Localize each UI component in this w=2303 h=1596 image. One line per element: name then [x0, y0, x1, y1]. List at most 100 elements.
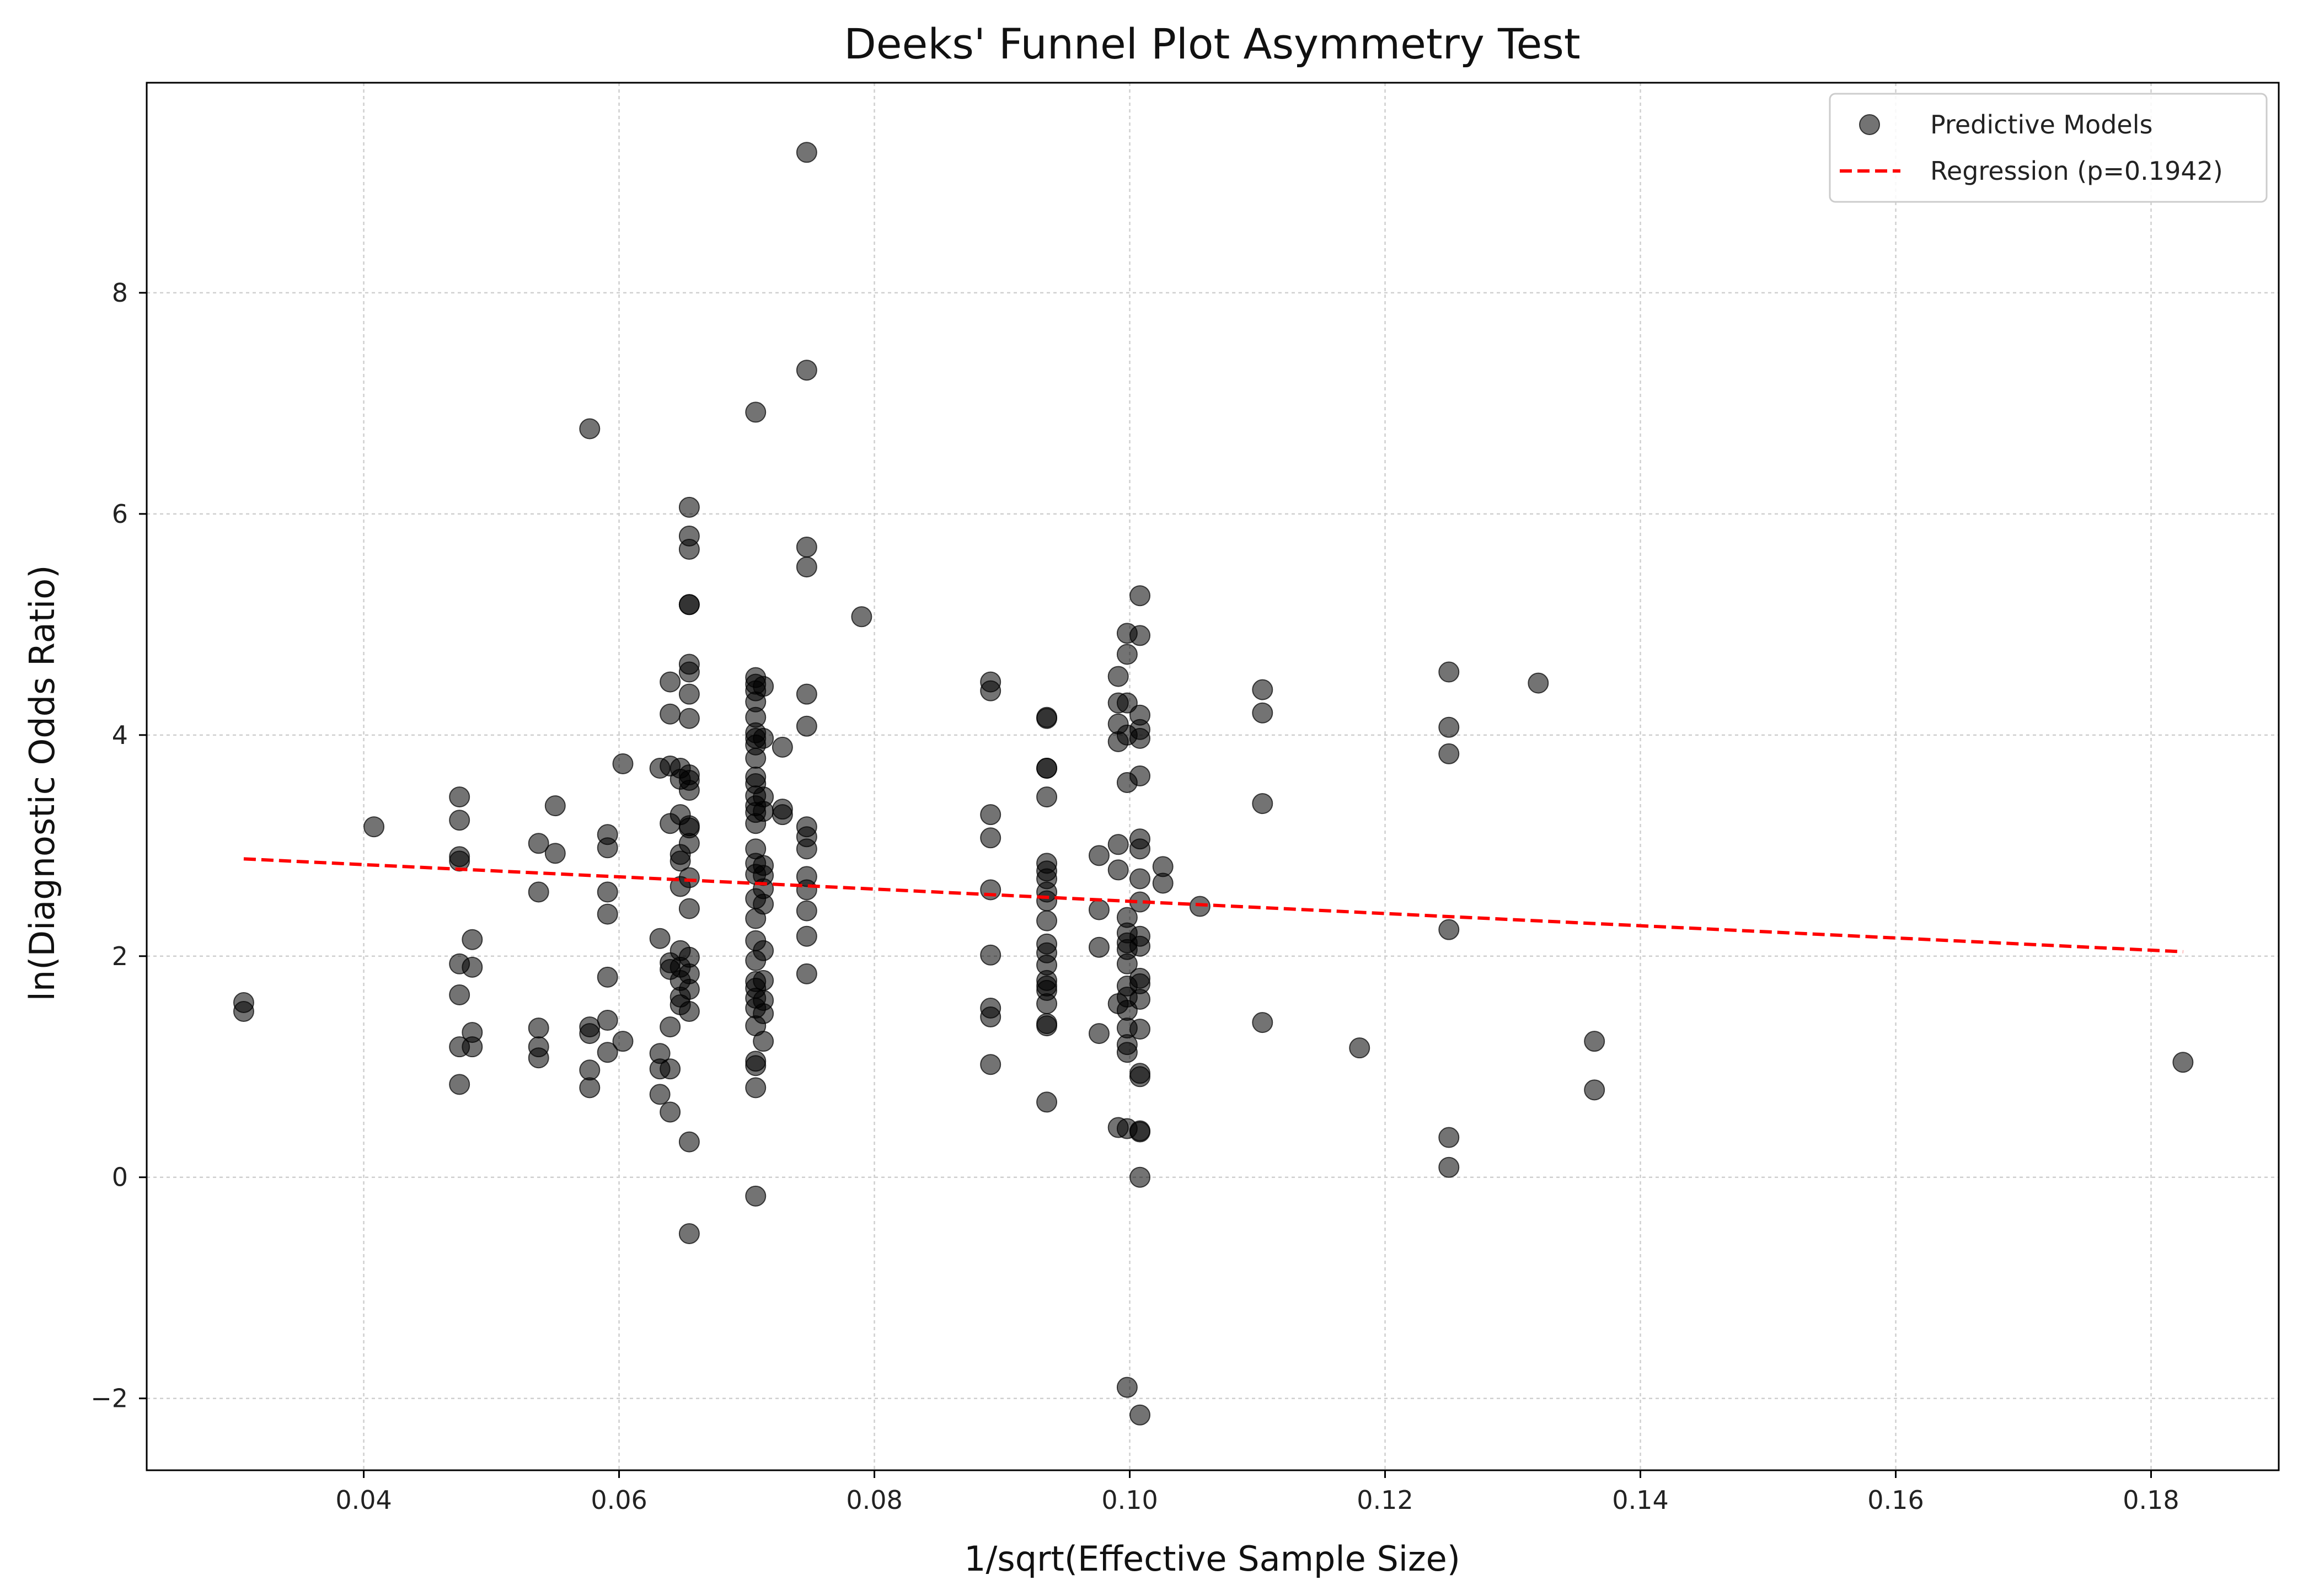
data-point [1152, 872, 1174, 894]
data-point [1036, 890, 1058, 912]
data-point [449, 786, 470, 808]
data-point [462, 956, 483, 978]
data-point [597, 881, 618, 903]
data-point [678, 1001, 700, 1022]
data-point [1252, 679, 1273, 700]
data-point [1107, 666, 1129, 687]
data-point [449, 1074, 470, 1095]
data-point [678, 496, 700, 518]
data-point [449, 810, 470, 831]
data-point [670, 850, 691, 872]
data-point [1129, 765, 1151, 786]
data-point [660, 1101, 681, 1123]
data-point [1129, 625, 1151, 646]
data-point [1129, 935, 1151, 957]
data-point [678, 683, 700, 705]
data-point [462, 1036, 483, 1058]
data-point [1129, 1121, 1151, 1143]
data-point [678, 708, 700, 729]
data-point [1129, 1404, 1151, 1426]
data-point [597, 903, 618, 925]
data-point [745, 1077, 767, 1099]
data-point [1129, 868, 1151, 890]
data-point [1088, 936, 1110, 958]
x-tick-label: 0.14 [1612, 1485, 1668, 1515]
x-tick-label: 0.16 [1867, 1485, 1924, 1515]
data-point [1252, 1012, 1273, 1033]
data-point [678, 1223, 700, 1244]
data-point [753, 893, 774, 915]
data-point [597, 1010, 618, 1031]
data-point [1107, 859, 1129, 881]
data-point [1349, 1037, 1370, 1059]
data-point [449, 850, 470, 872]
data-point [678, 833, 700, 854]
data-point [528, 1017, 549, 1039]
data-point [528, 833, 549, 854]
data-point [753, 940, 774, 961]
legend-marker-points [1859, 114, 1880, 135]
data-point [980, 879, 1001, 901]
data-point [772, 804, 793, 826]
data-point [1528, 672, 1549, 694]
x-tick-label: 0.12 [1357, 1485, 1413, 1515]
data-point [772, 736, 793, 758]
x-axis-title: 1/sqrt(Effective Sample Size) [964, 1539, 1460, 1579]
data-point [1438, 1127, 1460, 1148]
data-point [753, 727, 774, 749]
data-point [544, 843, 566, 864]
data-point [796, 360, 817, 381]
legend-box [1829, 93, 2268, 203]
data-point [796, 683, 817, 705]
data-point [449, 984, 470, 1005]
x-tick-label: 0.18 [2123, 1485, 2179, 1515]
data-point [1036, 910, 1058, 931]
data-point [597, 1042, 618, 1063]
data-point [579, 1023, 601, 1045]
data-point [1129, 988, 1151, 1010]
data-point [796, 838, 817, 860]
data-point [753, 801, 774, 822]
data-point [528, 881, 549, 903]
x-axis-ticks: 0.04 0.06 0.08 0.10 0.12 0.14 0.16 0.18 [335, 1470, 2179, 1515]
y-tick-label: 4 [112, 720, 128, 750]
data-point [1116, 1042, 1138, 1063]
data-point [2172, 1052, 2194, 1073]
data-point [745, 747, 767, 769]
data-point [660, 703, 681, 725]
data-point [1129, 1166, 1151, 1188]
data-point [796, 900, 817, 922]
regression-line-group [243, 857, 2183, 954]
data-point [753, 970, 774, 991]
data-point [753, 676, 774, 697]
data-point [597, 837, 618, 859]
data-point [678, 1131, 700, 1153]
data-point [1036, 993, 1058, 1014]
y-tick-label: −2 [90, 1384, 128, 1413]
data-point [660, 671, 681, 693]
data-point [1088, 845, 1110, 866]
data-point [796, 963, 817, 984]
data-point [1107, 834, 1129, 855]
data-point [233, 1001, 254, 1022]
data-point [796, 537, 817, 558]
data-point [579, 1077, 601, 1099]
data-point [745, 1185, 767, 1207]
data-point [1036, 757, 1058, 779]
data-point [1252, 702, 1273, 724]
data-point [980, 680, 1001, 701]
y-axis-ticks: −2 0 2 4 6 8 [90, 278, 147, 1413]
data-point [544, 795, 566, 817]
x-tick-label: 0.04 [335, 1485, 392, 1515]
data-point [678, 780, 700, 801]
y-tick-label: 2 [112, 941, 128, 971]
chart-title: Deeks' Funnel Plot Asymmetry Test [844, 19, 1580, 68]
data-point [745, 1055, 767, 1077]
data-point [1438, 661, 1460, 683]
data-point [678, 661, 700, 683]
data-point [1584, 1031, 1605, 1052]
y-axis-title: ln(Diagnostic Odds Ratio) [22, 565, 62, 1001]
data-point [462, 929, 483, 950]
data-point [678, 867, 700, 888]
